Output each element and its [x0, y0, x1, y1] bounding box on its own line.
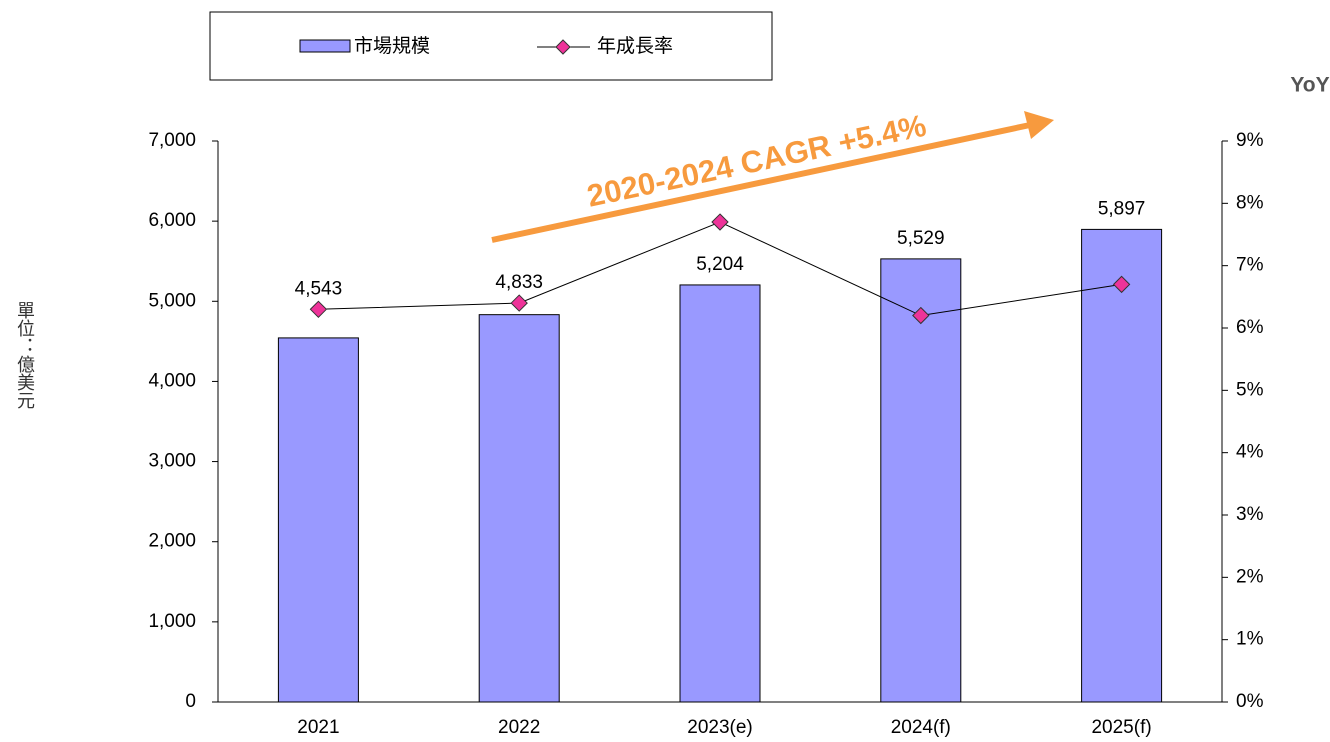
- y2-tick-label: 5%: [1236, 379, 1264, 400]
- bar: [880, 258, 962, 703]
- y2-tick-label: 4%: [1236, 442, 1264, 463]
- y2-tick-label: 2%: [1236, 566, 1264, 587]
- legend-marker: [555, 39, 571, 55]
- bar: [1081, 228, 1163, 703]
- y2-tick-label: 3%: [1236, 504, 1264, 525]
- annotation-arrowhead: [1024, 111, 1054, 139]
- y2-tick-label: 8%: [1236, 192, 1264, 213]
- y2-tick-label: 6%: [1236, 317, 1264, 338]
- line-marker: [711, 213, 729, 231]
- bar: [679, 284, 761, 703]
- data-label: 4,543: [295, 278, 343, 299]
- y2-axis-label: YoY: [1290, 74, 1329, 97]
- line-marker: [1112, 275, 1131, 294]
- y2-tick-label: 1%: [1236, 629, 1264, 650]
- data-label: 5,897: [1098, 198, 1146, 219]
- line-marker: [912, 306, 930, 325]
- y-tick-label: 1,000: [148, 611, 196, 632]
- y-tick-label: 5,000: [148, 290, 196, 311]
- data-label: 5,204: [696, 254, 744, 275]
- y-tick-label: 7,000: [148, 130, 196, 151]
- legend-box: [209, 11, 773, 81]
- x-tick-label: 2022: [498, 717, 540, 738]
- y-tick-label: 6,000: [148, 210, 196, 231]
- x-tick-label: 2024(f): [891, 717, 951, 738]
- y-tick-label: 4,000: [148, 370, 196, 391]
- x-tick-label: 2021: [297, 717, 339, 738]
- y2-tick-label: 0%: [1236, 691, 1264, 712]
- legend-label: 年成長率: [597, 35, 673, 57]
- annotation: 2020-2024 CAGR +5.4%: [584, 108, 929, 214]
- data-label: 4,833: [495, 272, 543, 293]
- line-marker: [309, 300, 328, 319]
- annotation-arrow: [491, 122, 1031, 243]
- legend-swatch: [299, 39, 351, 53]
- y-tick-label: 2,000: [148, 531, 196, 552]
- y2-tick-label: 9%: [1236, 130, 1264, 151]
- bar: [478, 314, 560, 703]
- line-marker: [510, 294, 528, 312]
- legend-label: 市場規模: [354, 35, 430, 57]
- bar: [277, 337, 359, 703]
- y2-tick-label: 7%: [1236, 255, 1264, 276]
- x-tick-label: 2023(e): [687, 717, 753, 738]
- y-tick-label: 0: [185, 691, 196, 712]
- y-tick-label: 3,000: [148, 451, 196, 472]
- data-label: 5,529: [897, 228, 945, 249]
- x-tick-label: 2025(f): [1091, 717, 1151, 738]
- y-axis-label: 單位：億美元: [15, 301, 35, 409]
